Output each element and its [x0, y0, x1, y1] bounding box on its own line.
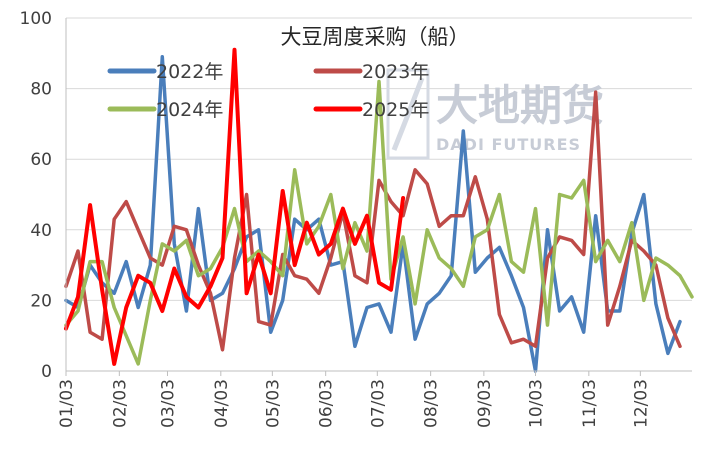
legend-label: 2022年 — [156, 61, 223, 83]
y-tick-label: 100 — [20, 9, 52, 29]
legend-label: 2025年 — [362, 99, 429, 121]
axes: 0 20 40 60 80 100 01/03 02/03 03/03 04/03 05/03 06/… — [20, 9, 692, 428]
legend: 2022年 2023年 2024年 2025年 — [107, 61, 429, 121]
x-tick-label: 02/03 — [110, 379, 130, 428]
y-tick-label: 20 — [30, 291, 52, 311]
x-tick-label: 10/03 — [527, 379, 547, 428]
x-tick-label: 06/03 — [317, 379, 337, 428]
series-line-3 — [64, 79, 694, 366]
series-lines — [64, 47, 694, 373]
x-tick-label: 09/03 — [475, 379, 495, 428]
x-tick-label: 07/03 — [368, 379, 388, 428]
y-tick-label: 40 — [30, 221, 52, 241]
legend-label: 2024年 — [156, 99, 223, 121]
watermark-logo: 大地期货 DADI FUTURES — [386, 68, 604, 160]
chart-title: 大豆周度采购（船） — [281, 25, 470, 49]
y-tick-label: 0 — [41, 362, 52, 382]
x-tick-label: 04/03 — [212, 379, 232, 428]
x-tick-label: 01/03 — [57, 379, 77, 428]
watermark-subtitle: DADI FUTURES — [436, 135, 581, 154]
x-tick-label: 11/03 — [580, 379, 600, 428]
y-tick-label: 60 — [30, 150, 52, 170]
series-line-4 — [64, 47, 406, 366]
x-tick-label: 05/03 — [263, 379, 283, 428]
x-tick-label: 03/03 — [158, 379, 178, 428]
watermark-name: 大地期货 — [436, 81, 604, 130]
watermark-emblem — [386, 68, 430, 160]
legend-label: 2023年 — [362, 61, 429, 83]
x-tick-label: 08/03 — [422, 379, 442, 428]
y-tick-label: 80 — [30, 80, 52, 100]
x-tick-label: 12/03 — [631, 379, 651, 428]
watermark-emblem-stroke — [391, 77, 425, 151]
series-line-1 — [64, 55, 682, 373]
